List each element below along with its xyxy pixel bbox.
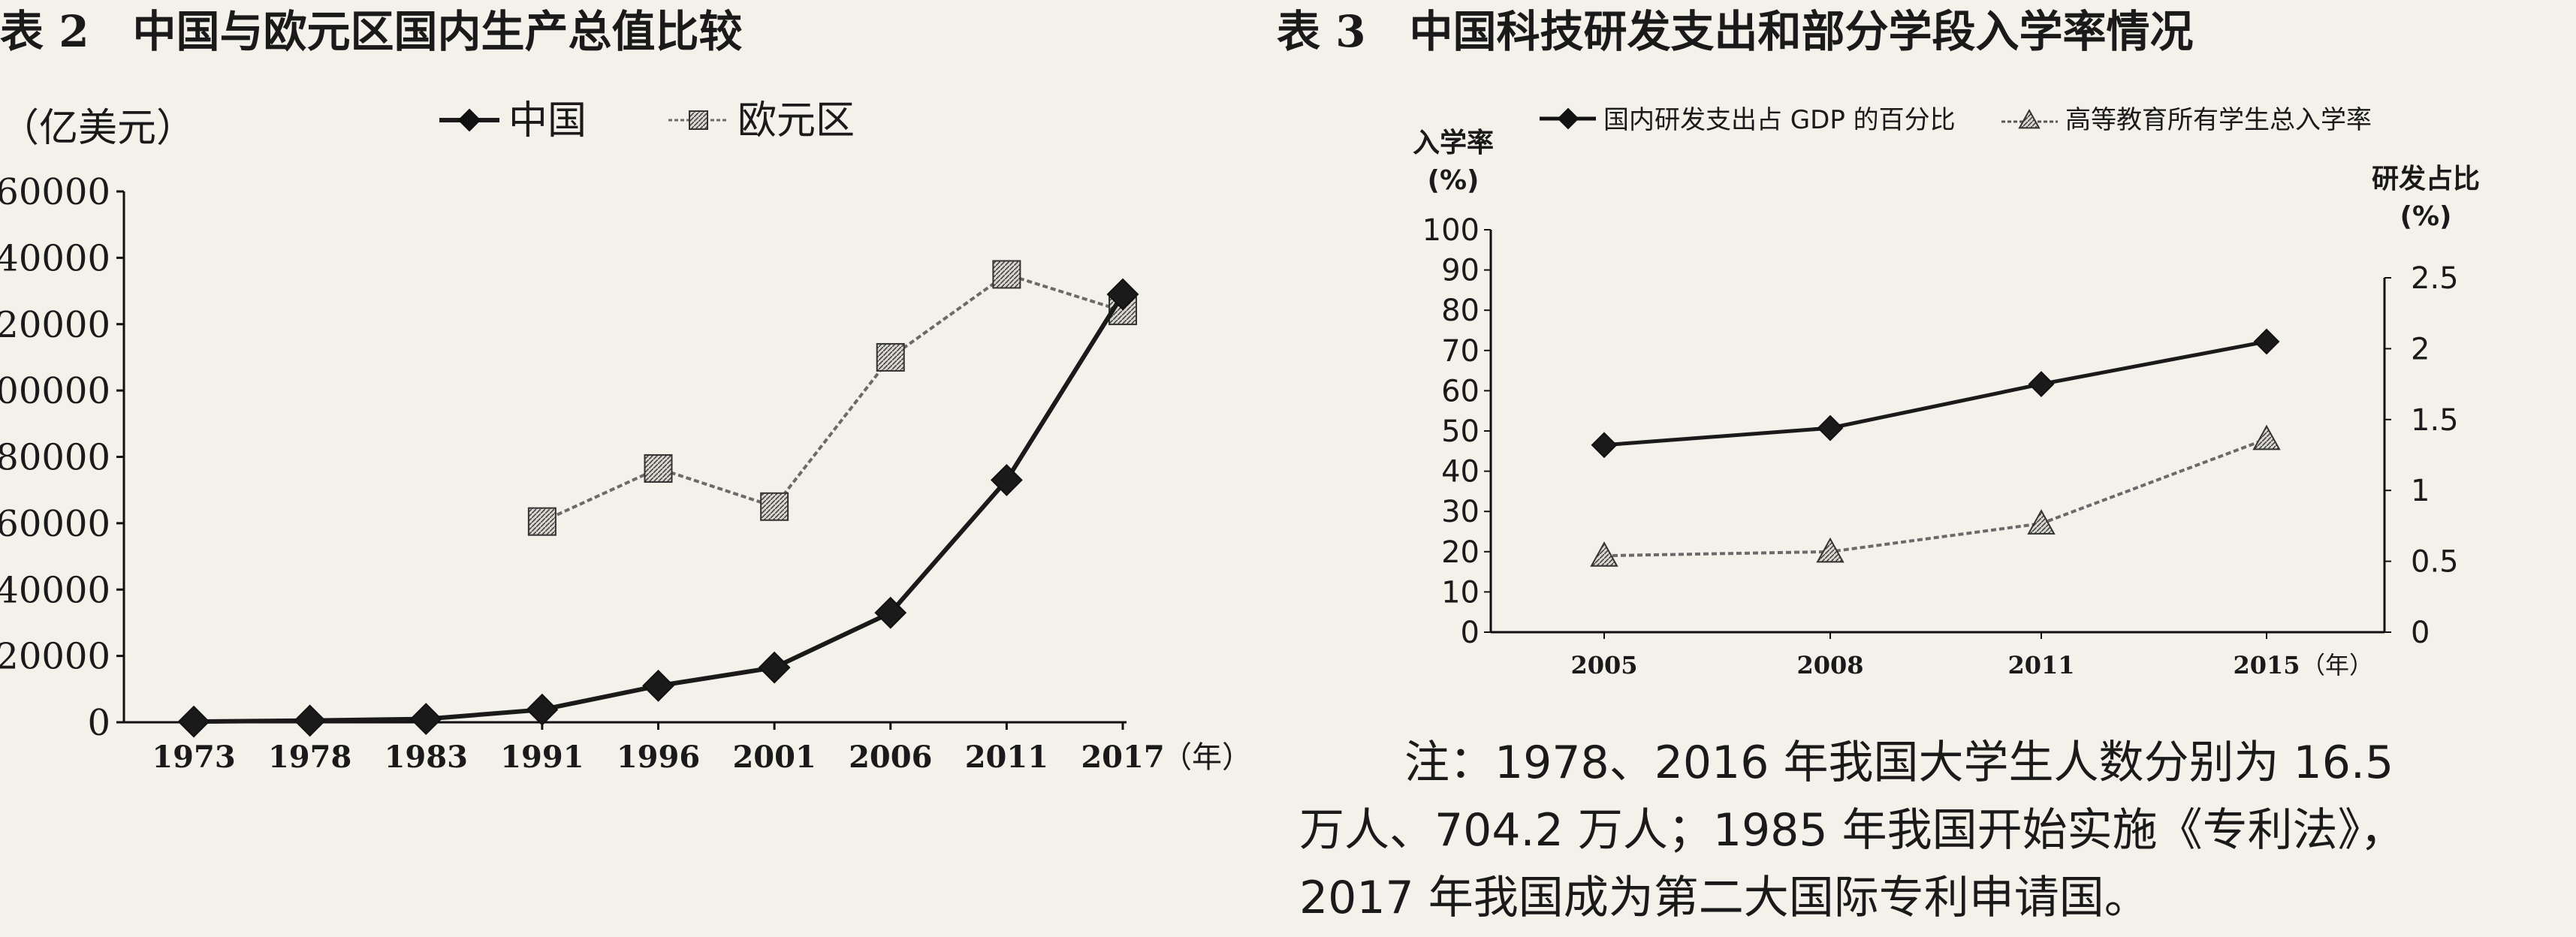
- legend-label: 欧元区: [738, 98, 855, 143]
- data-point-rd: [1591, 432, 1618, 459]
- x-tick-label: 2017: [1081, 740, 1164, 775]
- x-tick-label: 2011: [965, 740, 1048, 775]
- series-group: [177, 260, 1139, 738]
- data-point-euro-area: [760, 492, 789, 521]
- legend-marker: [457, 108, 481, 132]
- x-tick-label: 2008: [1796, 651, 1863, 679]
- legend-label: 国内研发支出占 GDP 的百分比: [1603, 105, 1956, 135]
- data-point-china: [177, 705, 210, 738]
- y-tick-label: 0: [2411, 616, 2430, 650]
- y-tick-label: 40000: [0, 569, 110, 611]
- footnote-line: 万人、704.2 万人；1985 年我国开始实施《专利法》，: [1299, 804, 2406, 857]
- y-tick-label: 20: [1441, 535, 1480, 570]
- y-tick-label: 80000: [0, 437, 110, 479]
- x-tick-label: 2011: [2007, 651, 2074, 679]
- data-point-china: [758, 651, 791, 684]
- x-tick-label: 2005: [1570, 651, 1637, 679]
- data-point-euro-area: [644, 453, 673, 483]
- y-tick-label: 20000: [0, 636, 110, 678]
- left-axis-label: 入学率 (%): [1413, 127, 1494, 196]
- data-point-euro-area: [527, 507, 557, 536]
- data-point-enrollment: [2027, 509, 2056, 535]
- x-tick-label: 2006: [849, 740, 932, 775]
- legend-marker: [689, 110, 708, 130]
- left-axis-label-line: (%): [1428, 165, 1480, 196]
- data-point-china: [642, 669, 674, 702]
- y-tick-label: 10: [1441, 575, 1480, 610]
- y-tick-label: 40: [1441, 455, 1480, 490]
- left-axis-label-line: 入学率: [1413, 127, 1494, 158]
- x-tick-label: 1983: [385, 740, 468, 775]
- x-axis: 2005 2008 2011 2015 （年）: [1491, 631, 2384, 679]
- chart-title: 表 3 中国科技研发支出和部分学段入学率情况: [1277, 6, 2194, 57]
- y-tick-label: 2.5: [2411, 261, 2459, 296]
- footnote-line: 注：1978、2016 年我国大学生人数分别为 16.5: [1404, 737, 2394, 789]
- legend: 中国 欧元区: [439, 98, 855, 143]
- series-group: [1590, 328, 2281, 567]
- legend: 国内研发支出占 GDP 的百分比 高等教育所有学生总入学率: [1540, 105, 2372, 135]
- x-axis: 1973 1978 1983 1991 1996 2001 2006 2011 2017（年）: [124, 721, 1252, 775]
- y-tick-label: 1: [2411, 474, 2430, 508]
- data-point-china: [990, 464, 1023, 496]
- data-point-enrollment: [2252, 424, 2281, 450]
- x-tick-label: 1996: [617, 740, 700, 775]
- x-tick-label: 1973: [152, 740, 235, 775]
- gdp-chart: 表 2 中国与欧元区国内生产总值比较 （亿美元） 中国 欧元区 0 20000 400…: [0, 6, 1252, 775]
- x-tick-label: 2015: [2233, 651, 2300, 679]
- y-tick-label: 60000: [0, 503, 110, 545]
- series-line-rd: [1603, 339, 2267, 447]
- y-tick-label: 0: [87, 702, 110, 744]
- data-point-china: [526, 693, 559, 726]
- data-point-china: [294, 704, 327, 737]
- y-axis-label: （亿美元）: [0, 106, 195, 151]
- x-axis-unit: （年）: [2301, 651, 2373, 679]
- y-tick-label: 30: [1441, 495, 1480, 529]
- y-tick-label: 50: [1441, 414, 1480, 449]
- data-point-china: [1106, 278, 1139, 311]
- series-line-enrollment: [1603, 437, 2267, 558]
- legend-marker: [2018, 108, 2041, 129]
- y-axis: 0 20000 40000 60000 80000 100000 120000 140000 1…: [0, 171, 125, 744]
- right-axis-label-line: 研发占比: [2372, 164, 2480, 194]
- data-point-rd: [2028, 371, 2055, 398]
- y-tick-label: 0: [1461, 616, 1480, 650]
- y-tick-label: 70: [1441, 334, 1480, 369]
- legend-label: 中国: [508, 98, 587, 143]
- y-tick-label: 60: [1441, 374, 1480, 408]
- footnote-line: 2017 年我国成为第二大国际专利申请国。: [1299, 872, 2149, 924]
- y-tick-label: 100000: [0, 370, 110, 412]
- series-line-euro-area: [541, 273, 1124, 523]
- x-tick-label: 2001: [732, 740, 816, 775]
- y-tick-label: 80: [1441, 294, 1480, 328]
- right-axis-label-line: (%): [2400, 201, 2452, 232]
- y-tick-label: 120000: [0, 304, 110, 346]
- y-tick-label: 140000: [0, 237, 110, 279]
- y-tick-label: 0.5: [2411, 545, 2459, 580]
- data-point-china: [874, 596, 907, 629]
- data-point-enrollment: [1590, 541, 1618, 567]
- data-point-euro-area: [876, 342, 905, 372]
- right-axis-label: 研发占比 (%): [2372, 164, 2480, 232]
- data-point-enrollment: [1816, 537, 1845, 563]
- chart-title: 表 2 中国与欧元区国内生产总值比较: [0, 6, 743, 57]
- data-point-rd: [2253, 328, 2280, 355]
- rd-enrollment-chart: 表 3 中国科技研发支出和部分学段入学率情况 国内研发支出占 GDP 的百分比 高…: [1277, 6, 2480, 679]
- right-y-axis: 0 0.5 1 1.5 2 2.5: [2383, 261, 2459, 650]
- data-point-china: [409, 703, 442, 735]
- x-tick-label: 1978: [268, 740, 351, 775]
- y-tick-label: 90: [1441, 254, 1480, 288]
- data-point-euro-area: [992, 260, 1021, 289]
- data-point-rd: [1817, 414, 1844, 441]
- x-axis-unit: （年）: [1162, 740, 1252, 775]
- y-tick-label: 160000: [0, 171, 110, 213]
- y-tick-label: 2: [2411, 332, 2430, 366]
- series-line-china: [193, 293, 1125, 725]
- legend-marker: [1557, 107, 1579, 130]
- legend-label: 高等教育所有学生总入学率: [2065, 105, 2372, 135]
- left-y-axis: 0 10 20 30 40 50 60 70 80 90 100: [1422, 213, 1492, 650]
- y-tick-label: 1.5: [2411, 403, 2459, 438]
- y-tick-label: 100: [1422, 213, 1480, 248]
- x-tick-label: 1991: [500, 740, 584, 775]
